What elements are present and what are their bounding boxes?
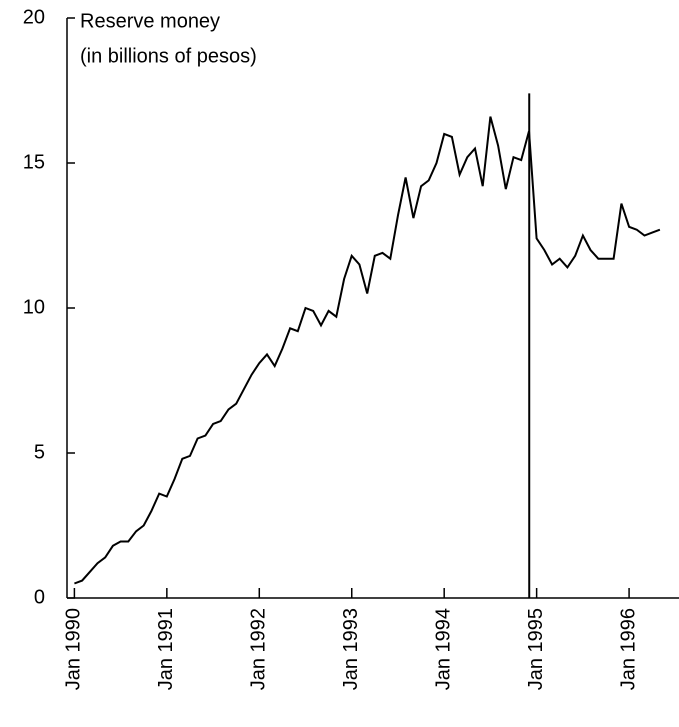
- data-line: [74, 116, 661, 585]
- x-tick-label: Jan 1995: [525, 608, 547, 690]
- x-tick-label: Jan 1993: [340, 608, 362, 690]
- x-tick-label: Jan 1990: [63, 608, 85, 690]
- y-tick-label: 5: [34, 441, 45, 463]
- chart-subtitle: (in billions of pesos): [80, 45, 257, 67]
- y-tick-label: 15: [23, 151, 45, 173]
- y-tick-label: 0: [34, 586, 45, 608]
- x-tick-label: Jan 1991: [155, 608, 177, 690]
- x-tick-label: Jan 1992: [248, 608, 270, 690]
- x-tick-label: Jan 1996: [617, 608, 639, 690]
- x-tick-label: Jan 1994: [432, 608, 454, 690]
- y-tick-label: 10: [23, 296, 45, 318]
- y-tick-label: 20: [23, 6, 45, 28]
- chart-title: Reserve money: [80, 10, 220, 32]
